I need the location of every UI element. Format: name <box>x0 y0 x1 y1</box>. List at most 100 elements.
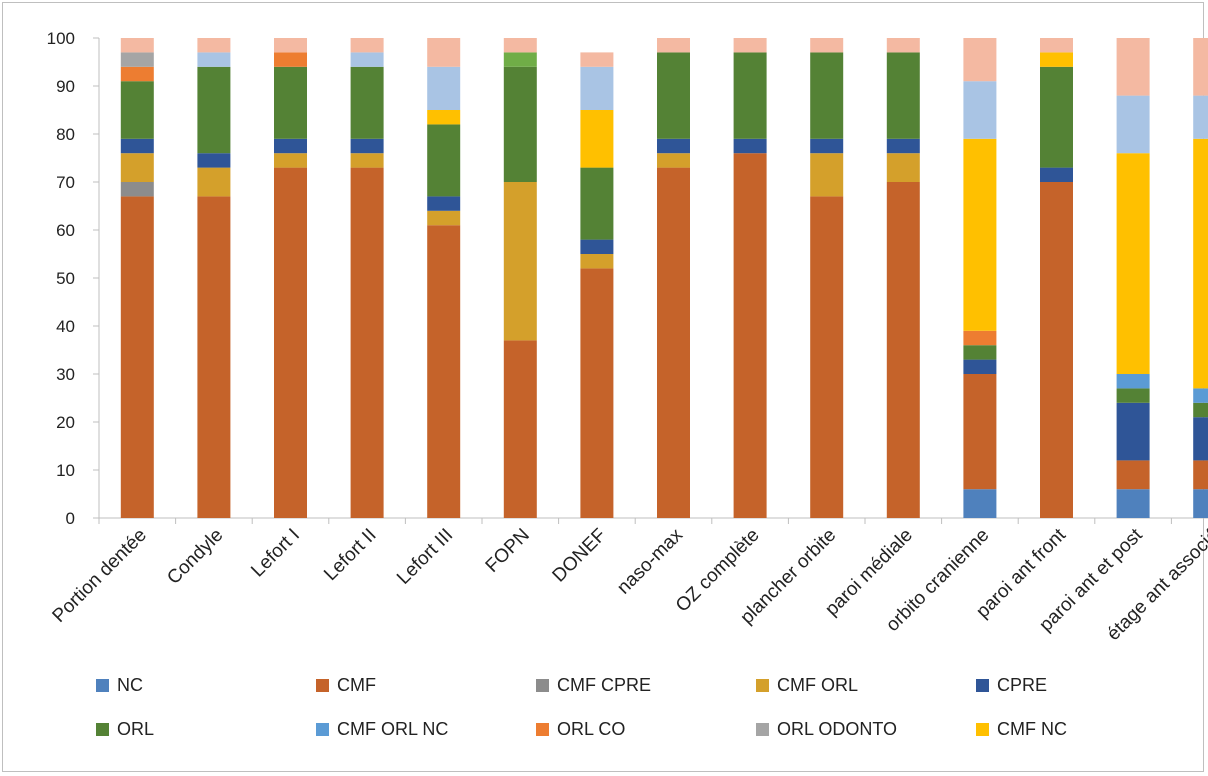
bar-segment <box>503 340 537 518</box>
bar-segment <box>963 81 997 139</box>
bar-segment <box>1116 95 1150 154</box>
bar-segment <box>886 52 920 139</box>
bar-segment <box>274 153 307 168</box>
bar-segment <box>963 374 997 490</box>
bar-segment <box>1193 388 1208 403</box>
bar-segment <box>733 52 767 139</box>
bar-segment <box>810 52 844 139</box>
y-tick-label: 60 <box>56 221 75 240</box>
bar-segment <box>1193 38 1208 96</box>
bar-segment <box>197 52 231 67</box>
x-category-label: Lefort II <box>320 525 380 585</box>
y-tick-label: 0 <box>66 509 75 528</box>
y-tick-label: 20 <box>56 413 75 432</box>
bar-segment <box>810 38 844 53</box>
bar-segment <box>580 66 614 110</box>
bar-segment <box>503 182 537 341</box>
bar-segment <box>197 38 231 53</box>
bar-segment <box>1040 52 1073 67</box>
bar-segment <box>120 153 154 182</box>
bar-segment <box>580 110 614 168</box>
bar-segment <box>120 66 154 82</box>
bar-segment <box>963 38 997 82</box>
bar-segment <box>1193 460 1208 490</box>
bar-segment <box>1116 489 1150 518</box>
y-tick-label: 70 <box>56 173 75 192</box>
bar-segment <box>963 330 997 346</box>
bar-segment <box>657 153 690 168</box>
bar-segment <box>733 153 767 518</box>
y-tick-label: 10 <box>56 461 75 480</box>
bar-segment <box>350 167 384 518</box>
bar-segment <box>810 138 844 154</box>
bar-segment <box>733 138 767 154</box>
bar-segment <box>657 52 690 139</box>
bar-segment <box>963 138 997 331</box>
bar-segment <box>197 167 231 197</box>
x-category-label: Condyle <box>163 525 227 589</box>
bar-segment <box>657 138 690 154</box>
bar-segment <box>427 110 461 125</box>
bar-segment <box>1040 38 1073 53</box>
bar-segment <box>580 52 614 67</box>
bar-segment <box>1193 95 1208 139</box>
bar-segment <box>274 38 307 53</box>
bar-segment <box>274 52 307 67</box>
bar-segment <box>733 38 767 53</box>
bar-segment <box>657 38 690 53</box>
x-category-label: Lefort III <box>393 525 457 589</box>
bar-segment <box>963 489 997 518</box>
bar-segment <box>1116 38 1150 96</box>
bar-segment <box>1116 153 1150 374</box>
bar-segment <box>427 225 461 518</box>
bar-segment <box>886 38 920 53</box>
bar-segment <box>963 359 997 374</box>
bar-segment <box>1116 460 1150 490</box>
y-tick-label: 40 <box>56 317 75 336</box>
bar-segment <box>350 66 384 139</box>
bar-segment <box>657 167 690 518</box>
bar-segment <box>1116 388 1150 403</box>
y-tick-label: 100 <box>47 29 75 48</box>
bar-segment <box>1193 138 1208 389</box>
y-tick-label: 30 <box>56 365 75 384</box>
bar-segment <box>120 138 154 154</box>
x-category-label: DONEF <box>549 525 611 587</box>
x-category-label: Lefort I <box>247 525 304 582</box>
x-category-label: FOPN <box>482 525 534 577</box>
bar-segment <box>580 167 614 240</box>
y-tick-label: 50 <box>56 269 75 288</box>
bar-segment <box>503 66 537 182</box>
chart-bars <box>120 38 1208 518</box>
bar-segment <box>197 66 231 154</box>
bar-segment <box>886 138 920 154</box>
bar-segment <box>1040 167 1073 182</box>
bar-segment <box>503 38 537 53</box>
bar-segment <box>120 196 154 518</box>
bar-segment <box>886 182 920 518</box>
bar-segment <box>120 52 154 67</box>
bar-segment <box>503 52 537 67</box>
bar-segment <box>197 196 231 518</box>
bar-segment <box>274 66 307 139</box>
bar-segment <box>427 124 461 197</box>
bar-segment <box>427 210 461 226</box>
bar-segment <box>120 81 154 139</box>
bar-segment <box>810 153 844 197</box>
bar-segment <box>350 138 384 154</box>
x-category-label: naso-max <box>613 524 687 598</box>
bar-segment <box>350 52 384 67</box>
bar-segment <box>350 153 384 168</box>
bar-segment <box>580 239 614 254</box>
bar-segment <box>274 167 307 518</box>
bar-segment <box>1193 417 1208 461</box>
bar-segment <box>1040 182 1073 518</box>
bar-segment <box>274 138 307 154</box>
x-category-label: Portion dentée <box>49 525 151 627</box>
bar-segment <box>963 345 997 360</box>
bar-segment <box>1193 402 1208 418</box>
bar-segment <box>427 38 461 67</box>
bar-segment <box>580 254 614 269</box>
bar-segment <box>1193 489 1208 518</box>
